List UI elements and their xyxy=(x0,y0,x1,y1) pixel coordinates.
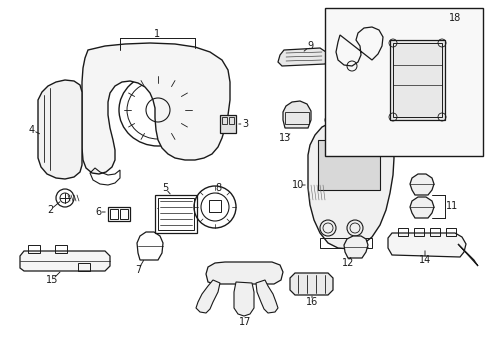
Bar xyxy=(318,140,380,190)
Bar xyxy=(220,115,236,133)
Bar xyxy=(155,195,197,233)
Bar xyxy=(430,228,440,236)
Bar xyxy=(222,117,227,124)
Polygon shape xyxy=(196,280,220,313)
Polygon shape xyxy=(290,273,333,295)
Polygon shape xyxy=(344,236,368,258)
Polygon shape xyxy=(206,262,283,284)
Text: 16: 16 xyxy=(306,297,318,307)
Bar xyxy=(108,207,130,221)
Bar xyxy=(229,117,234,124)
Polygon shape xyxy=(20,251,110,271)
Text: 4: 4 xyxy=(29,125,35,135)
Bar xyxy=(55,245,67,253)
Bar xyxy=(78,263,90,271)
Text: 15: 15 xyxy=(46,275,58,285)
Polygon shape xyxy=(38,80,82,179)
Polygon shape xyxy=(256,280,278,313)
Text: 1: 1 xyxy=(154,29,160,39)
Text: 6: 6 xyxy=(95,207,101,217)
Bar xyxy=(390,40,445,120)
Text: 8: 8 xyxy=(215,183,221,193)
Polygon shape xyxy=(234,282,254,316)
Bar xyxy=(398,228,408,236)
Text: 7: 7 xyxy=(135,265,141,275)
Polygon shape xyxy=(82,43,230,174)
Bar xyxy=(446,228,456,236)
Text: 5: 5 xyxy=(162,183,168,193)
Text: 2: 2 xyxy=(47,205,53,215)
Bar xyxy=(120,209,128,219)
Text: 12: 12 xyxy=(342,258,354,268)
Polygon shape xyxy=(283,101,311,128)
Bar xyxy=(110,209,118,219)
Text: 17: 17 xyxy=(239,317,251,327)
Bar xyxy=(28,245,40,253)
Bar xyxy=(285,112,309,124)
Bar xyxy=(414,228,424,236)
Text: 14: 14 xyxy=(419,255,431,265)
Text: 10: 10 xyxy=(292,180,304,190)
Polygon shape xyxy=(308,117,394,249)
Text: 13: 13 xyxy=(279,133,291,143)
Bar xyxy=(320,238,372,248)
Bar xyxy=(158,198,194,230)
Polygon shape xyxy=(388,233,466,257)
Bar xyxy=(209,200,221,212)
Bar xyxy=(325,8,483,156)
Bar xyxy=(393,43,442,117)
Polygon shape xyxy=(410,174,434,195)
Polygon shape xyxy=(278,48,328,66)
Text: 3: 3 xyxy=(242,119,248,129)
Text: 18: 18 xyxy=(449,13,461,23)
Polygon shape xyxy=(410,197,434,218)
Text: 11: 11 xyxy=(446,201,458,211)
Text: 9: 9 xyxy=(307,41,313,51)
